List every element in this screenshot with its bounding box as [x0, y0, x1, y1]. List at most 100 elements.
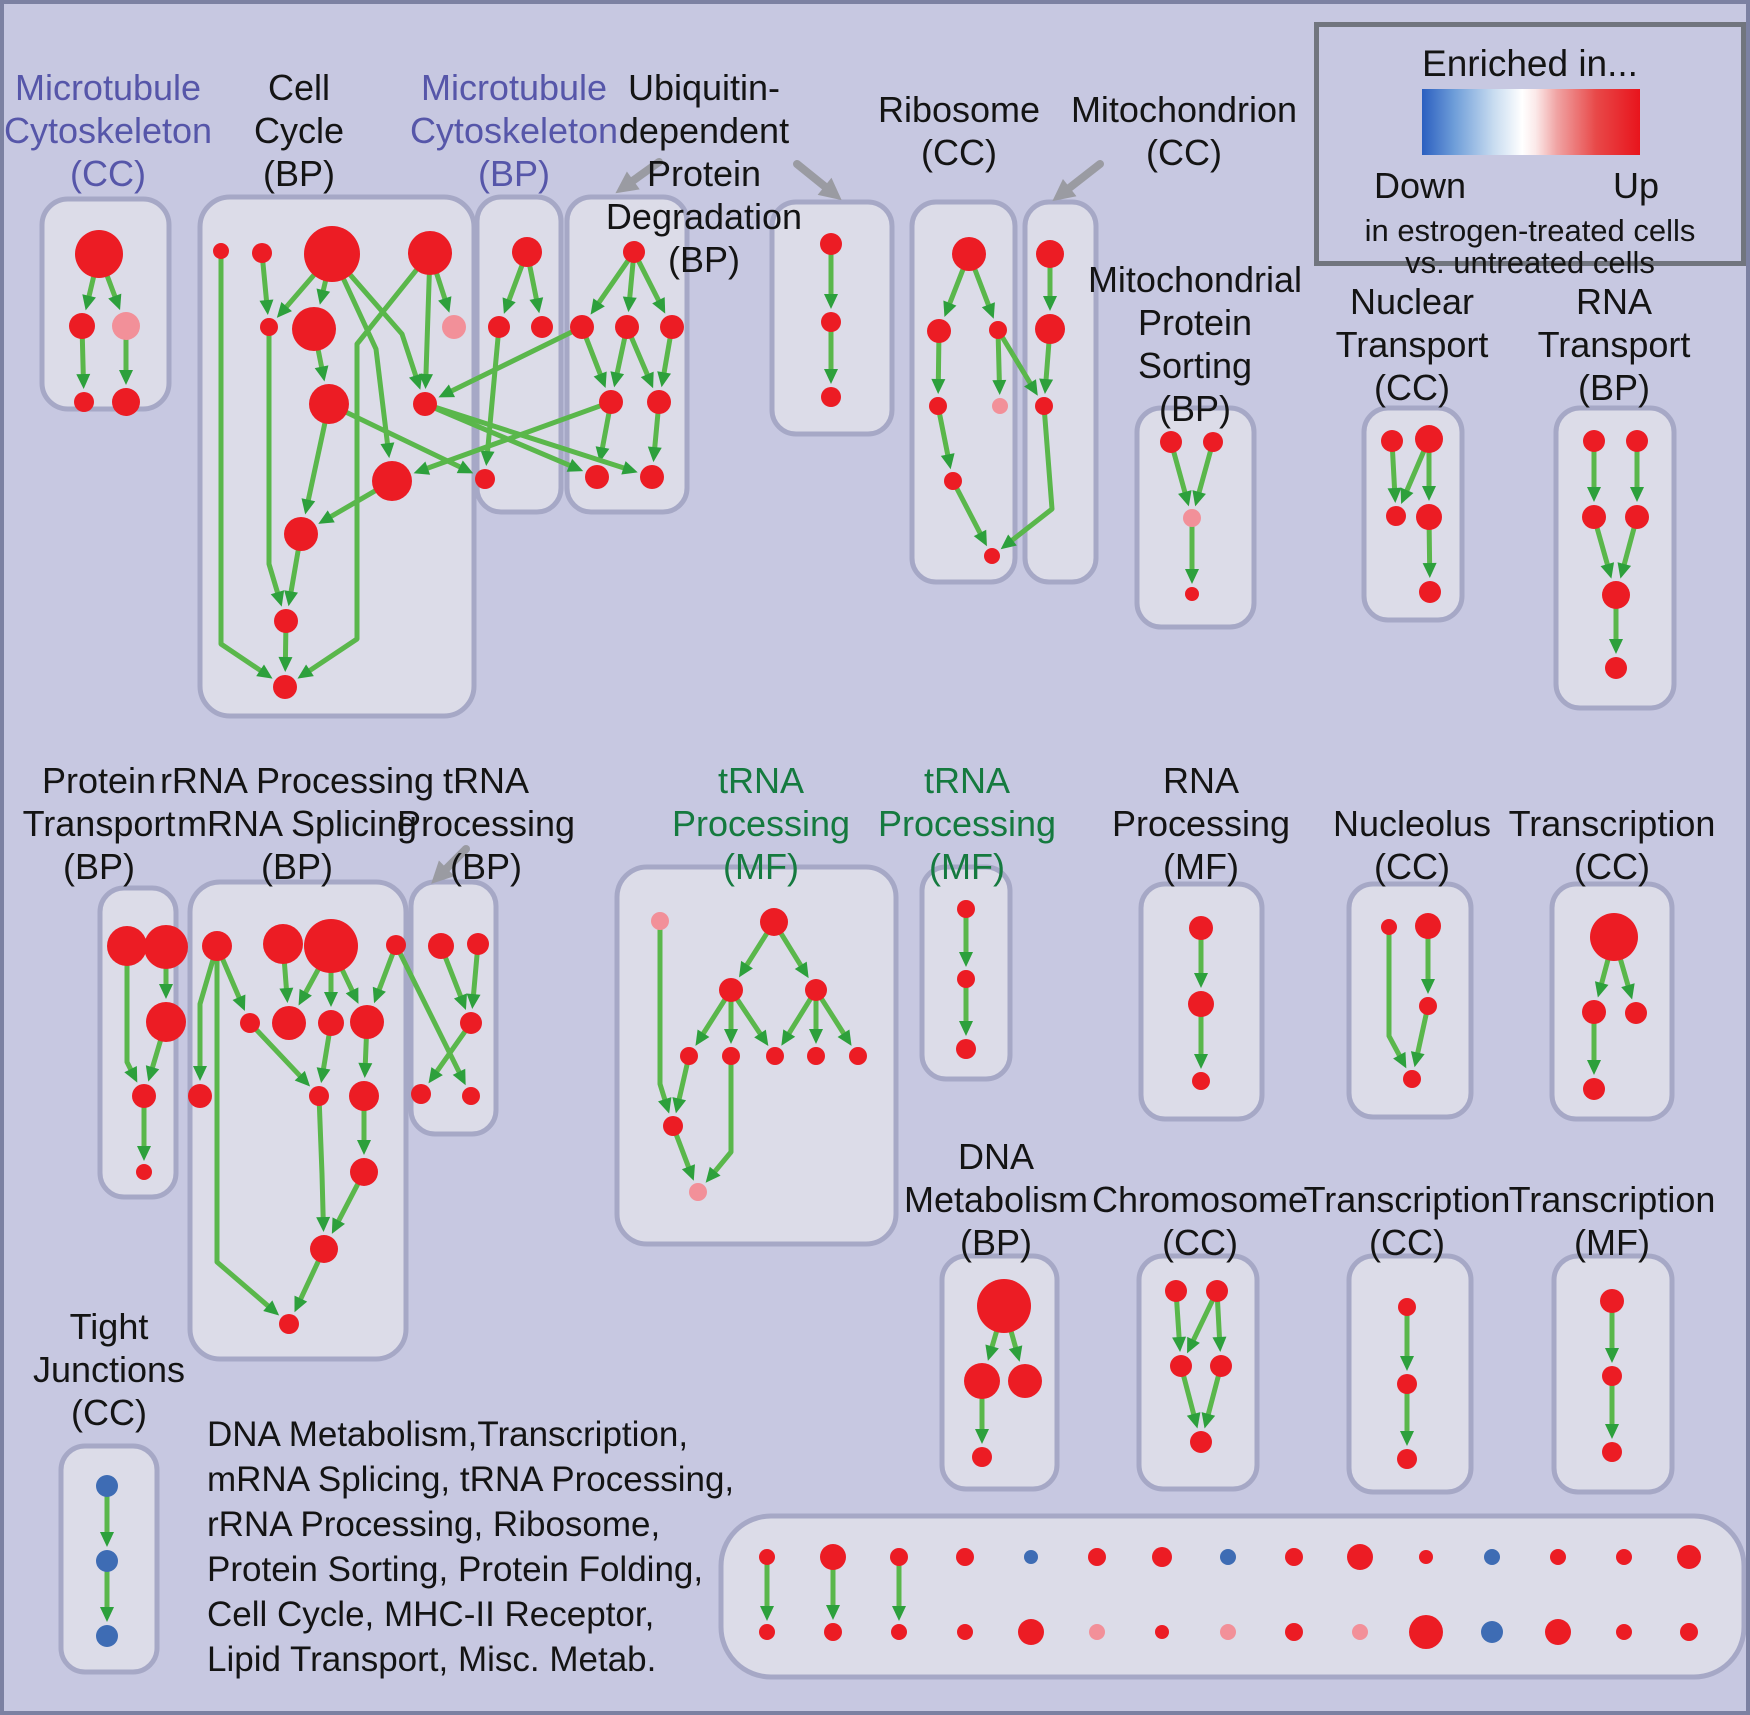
- cluster-label-microtubule-cytoskeleton-bp: Microtubule Cytoskeleton (BP): [410, 67, 618, 194]
- graph-edge-misc-pair-2: [892, 1563, 906, 1621]
- graph-node-mc1: [1035, 314, 1065, 344]
- cluster-label-nucleolus-cc: Nucleolus (CC): [1333, 803, 1491, 887]
- graph-edge-ub5-ub7: [647, 411, 662, 463]
- arrow-to-trna-bp-box: [431, 845, 470, 884]
- graph-edge-ccF-ccG: [314, 348, 329, 382]
- graph-node-rb5: [944, 472, 962, 490]
- graph-node-mbot7: [1220, 1624, 1236, 1640]
- graph-node-pt0: [107, 926, 147, 966]
- graph-node-ux2: [821, 312, 841, 332]
- graph-node-ch3: [1210, 1355, 1232, 1377]
- graph-edge-ms1-ms2: [1192, 449, 1213, 507]
- graph-edge-tc0-tc2: [1618, 957, 1635, 1000]
- graph-node-mtop7: [1220, 1549, 1236, 1565]
- graph-node-tm7: [807, 1047, 825, 1065]
- graph-node-ccD: [408, 231, 452, 275]
- graph-edge-rb5-rb6: [954, 486, 987, 547]
- graph-node-ccP: [442, 315, 466, 339]
- graph-edge-ccC-ccI: [341, 276, 395, 459]
- graph-node-mtop5: [1088, 1548, 1106, 1566]
- graph-edge-ccJ-ccK: [284, 548, 301, 607]
- graph-edge-nc0-nc3: [1386, 932, 1407, 1069]
- graph-node-ux3: [821, 387, 841, 407]
- graph-node-tn1: [957, 970, 975, 988]
- arrow-to-ubiquitin-box-2: [793, 160, 842, 201]
- graph-node-mt4: [74, 392, 94, 412]
- graph-node-ccI: [372, 461, 412, 501]
- graph-node-ub5: [647, 390, 671, 414]
- graph-node-mc2: [1035, 397, 1053, 415]
- graph-node-rb6: [984, 548, 1000, 564]
- graph-edge-rr2-rr6: [324, 970, 338, 1007]
- graph-node-rr3: [386, 935, 406, 955]
- graph-edge-pt1-pt2: [159, 966, 173, 999]
- graph-node-rb2: [989, 321, 1007, 339]
- graph-node-dm0: [977, 1279, 1031, 1333]
- graph-node-rb4: [992, 398, 1008, 414]
- graph-edge-rr9-rr12: [316, 1103, 331, 1233]
- graph-edge-ccA-ccL: [218, 256, 273, 679]
- graph-edge-tj1-tj2: [100, 1569, 114, 1622]
- graph-edge-tf0-tf1: [1605, 1310, 1619, 1363]
- graph-edge-ux1-ux2: [824, 252, 838, 309]
- graph-edge-rt3-rt4: [1617, 526, 1637, 579]
- graph-node-tj1: [96, 1550, 118, 1572]
- graph-edge-ccE-ccK: [266, 333, 285, 607]
- graph-edge-rr0-rr13: [214, 958, 280, 1316]
- graph-edge-tm0-tm9: [657, 927, 672, 1114]
- graph-node-ccC: [304, 226, 360, 282]
- graph-node-td2: [1397, 1449, 1417, 1469]
- graph-node-mtop13: [1616, 1549, 1632, 1565]
- graph-edge-nc2-nc3: [1410, 1012, 1429, 1068]
- cluster-label-cell-cycle-bp: Cell Cycle (BP): [254, 67, 344, 194]
- cluster-box-chromosome-cc: [1136, 1253, 1260, 1492]
- graph-edge-tj0-tj1: [100, 1494, 114, 1547]
- graph-edge-rr2-rr5: [298, 967, 321, 1006]
- graph-node-tb2: [460, 1012, 482, 1034]
- legend-gradient-bar: [1422, 89, 1640, 155]
- graph-node-tn2: [956, 1039, 976, 1059]
- graph-edge-rt2-rt4: [1594, 526, 1615, 579]
- graph-edge-ux2-ux3: [824, 329, 838, 384]
- graph-edge-rr6-rr9: [316, 1033, 332, 1084]
- graph-node-mtop11: [1484, 1549, 1500, 1565]
- graph-edge-tm1-tm3: [778, 931, 809, 979]
- graph-node-rr8: [188, 1084, 212, 1108]
- graph-node-dm3: [972, 1447, 992, 1467]
- graph-node-tc3: [1583, 1078, 1605, 1100]
- legend-title: Enriched in...: [1422, 43, 1638, 84]
- graph-node-tf0: [1600, 1289, 1624, 1313]
- graph-edge-rr2-rr7: [340, 967, 359, 1004]
- graph-node-tb0: [428, 933, 454, 959]
- graph-edge-tm2-tm5: [724, 999, 738, 1044]
- graph-node-rr2: [304, 919, 358, 973]
- graph-edge-rr0-rr4: [220, 957, 246, 1012]
- graph-edge-nt1-nt2: [1400, 449, 1426, 505]
- graph-node-mbot6: [1155, 1625, 1169, 1639]
- graph-node-tj2: [96, 1625, 118, 1647]
- graph-node-ccH: [413, 392, 437, 416]
- graph-edge-rr3-rr7: [372, 951, 395, 1004]
- graph-cross-edge-rb2-mc2: [1000, 335, 1038, 396]
- graph-edge-rp0-rp1: [1194, 937, 1208, 988]
- graph-node-rr11: [350, 1158, 378, 1186]
- graph-edge-rr12-rr13: [294, 1259, 321, 1313]
- graph-edge-ccD-ccH: [418, 272, 433, 390]
- graph-edge-rr11-rr12: [331, 1181, 361, 1234]
- graph-node-nc2: [1419, 997, 1437, 1015]
- graph-edge-ccI-ccJ: [318, 488, 378, 524]
- graph-edge-ccG-ccJ: [301, 421, 328, 515]
- graph-edge-ub0-ub3: [636, 259, 666, 314]
- graph-node-ub0: [623, 241, 645, 263]
- cluster-box-ribosome-cc: [909, 199, 1018, 585]
- graph-node-mtop9: [1347, 1544, 1373, 1570]
- graph-edge-rr7-rr10: [358, 1036, 373, 1079]
- graph-edge-tn1-tn2: [959, 985, 973, 1036]
- graph-node-mtop8: [1285, 1548, 1303, 1566]
- graph-edge-rt1-rt3: [1630, 449, 1644, 502]
- graph-edge-tm3-tm6: [781, 996, 813, 1046]
- cluster-label-transcription-mf: Transcription (MF): [1509, 1179, 1716, 1263]
- legend-box: Enriched in... Down Up in estrogen-treat…: [1314, 22, 1746, 280]
- cluster-label-trna-processing-mf-2: tRNA Processing (MF): [878, 760, 1056, 887]
- graph-node-rt5: [1605, 657, 1627, 679]
